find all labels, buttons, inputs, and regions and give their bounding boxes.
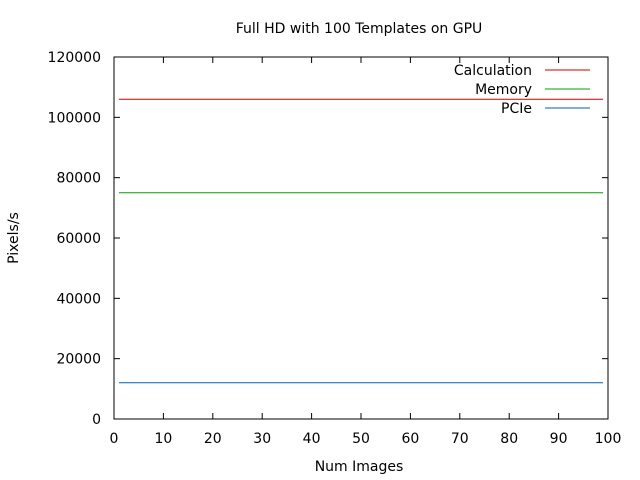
x-tick-label: 60 [401, 431, 419, 447]
axis-ticks: 0 10 20 30 40 50 60 70 80 90 100 0 20000 40000 60000 80… [48, 50, 622, 447]
x-tick-label: 70 [451, 431, 469, 447]
x-tick-label: 50 [352, 431, 370, 447]
legend-label-calculation: Calculation [454, 63, 532, 79]
legend-label-memory: Memory [475, 82, 532, 98]
legend-label-pcie: PCIe [501, 101, 532, 117]
x-tick-label: 100 [595, 431, 622, 447]
x-tick-label: 0 [110, 431, 119, 447]
x-axis-label: Num Images [315, 459, 404, 475]
y-axis-label: Pixels/s [6, 212, 22, 264]
chart-title: Full HD with 100 Templates on GPU [236, 21, 483, 37]
legend: Calculation Memory PCIe [454, 63, 590, 117]
x-tick-label: 10 [154, 431, 172, 447]
y-tick-label: 40000 [56, 291, 101, 307]
x-tick-label: 80 [500, 431, 518, 447]
y-tick-label: 20000 [56, 352, 101, 368]
x-tick-label: 20 [204, 431, 222, 447]
plot-frame [113, 56, 609, 420]
y-tick-label: 60000 [56, 231, 101, 247]
series-lines [118, 98, 604, 384]
x-tick-label: 90 [550, 431, 568, 447]
x-tick-label: 40 [303, 431, 321, 447]
y-tick-label: 100000 [48, 110, 101, 126]
y-tick-label: 0 [92, 412, 101, 428]
y-tick-label: 80000 [56, 171, 101, 187]
y-tick-label: 120000 [48, 50, 101, 66]
x-tick-label: 30 [253, 431, 271, 447]
